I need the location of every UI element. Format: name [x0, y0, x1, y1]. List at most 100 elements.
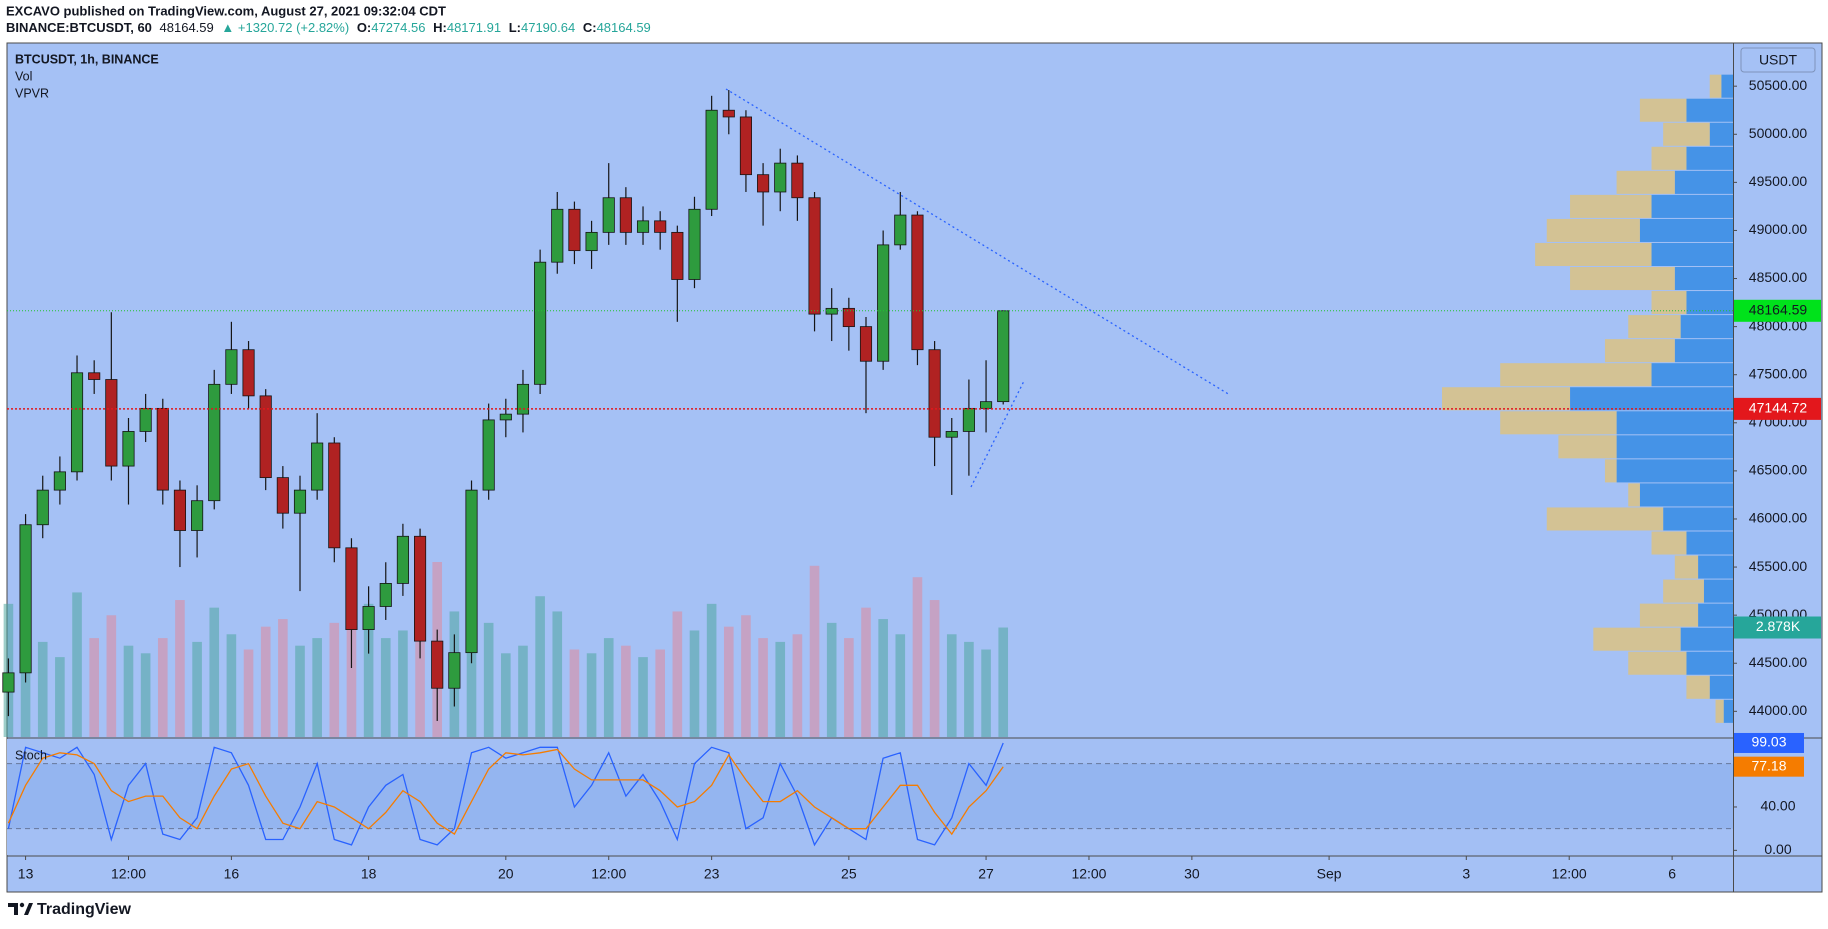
author-line: EXCAVO published on TradingView.com, Aug…: [6, 3, 446, 18]
volume-bar: [106, 615, 117, 737]
y-tick-label: 49500.00: [1749, 173, 1808, 189]
x-tick-label: 6: [1668, 866, 1676, 882]
candle-body: [774, 162, 787, 193]
stoch-tick-label: 40.00: [1760, 798, 1795, 814]
y-tick-label: 50500.00: [1749, 77, 1808, 93]
volume-bar: [603, 638, 614, 737]
vpvr-up: [1686, 98, 1733, 122]
vpvr-down: [1616, 170, 1675, 194]
x-tick-label: 18: [361, 866, 377, 882]
vpvr-down: [1500, 363, 1652, 387]
vpvr-up: [1721, 74, 1733, 98]
candle-body: [551, 208, 564, 263]
y-tick-label: 46000.00: [1749, 510, 1808, 526]
volume-bar: [586, 653, 597, 737]
volume-bar: [621, 645, 631, 737]
vpvr-up: [1686, 651, 1733, 675]
candle-body: [842, 307, 855, 328]
x-tick-label: 12:00: [1071, 866, 1106, 882]
volume-label: 2.878K: [1756, 618, 1801, 634]
vpvr-down: [1663, 122, 1710, 146]
x-tick-label: 23: [704, 866, 720, 882]
stoch-value-box: [1734, 756, 1804, 777]
candle-body: [53, 471, 66, 491]
candle-body: [328, 442, 341, 549]
vpvr-up: [1639, 218, 1733, 242]
vpvr-down: [1442, 387, 1571, 411]
volume-bar: [72, 592, 82, 737]
vpvr-up: [1723, 699, 1733, 723]
y-tick-label: 44500.00: [1749, 654, 1808, 670]
volume-bar: [775, 641, 786, 737]
currency-box[interactable]: [1740, 47, 1816, 73]
stoch-tick-label: 0.00: [1764, 841, 1791, 857]
x-tick-label: 30: [1184, 866, 1200, 882]
volume-bar: [243, 649, 254, 737]
vpvr-up: [1674, 267, 1733, 291]
vpvr-up: [1651, 363, 1733, 387]
vpvr-up: [1616, 411, 1733, 435]
volume-bar: [329, 622, 340, 737]
candle-body: [139, 407, 152, 432]
candle-body: [705, 109, 718, 210]
vpvr-up: [1698, 555, 1733, 579]
vpvr-up: [1651, 194, 1733, 218]
volume-bar: [912, 577, 923, 737]
ohlc-h: 48171.91: [447, 20, 501, 35]
candle-body: [516, 383, 530, 415]
vpvr-down: [1663, 579, 1704, 603]
stoch-value-label: 77.18: [1751, 757, 1786, 773]
pane-legend: Vol: [15, 69, 32, 83]
volume-bar: [689, 630, 700, 737]
vpvr-up: [1680, 627, 1733, 651]
ohlc-l: 47190.64: [521, 20, 575, 35]
volume-bar: [946, 634, 957, 737]
y-tick-label: 45500.00: [1749, 558, 1808, 574]
candle-body: [225, 349, 238, 385]
y-tick-label: 44000.00: [1749, 702, 1808, 718]
x-tick-label: Sep: [1317, 866, 1342, 882]
logo-text: TradingView: [37, 901, 132, 918]
candle-body: [791, 162, 804, 199]
stoch-value-label: 99.03: [1751, 734, 1786, 750]
candle-body: [602, 197, 615, 233]
logo-icon: [8, 903, 18, 915]
candle-body: [962, 407, 975, 432]
vpvr-down: [1604, 459, 1617, 483]
volume-bar: [552, 611, 563, 737]
poc-label: 47144.72: [1749, 400, 1808, 416]
candle-body: [499, 413, 512, 421]
vpvr-down: [1651, 531, 1687, 555]
vpvr-up: [1616, 435, 1733, 459]
candle-body: [619, 197, 632, 233]
volume-bar: [398, 630, 408, 737]
x-tick-label: 12:00: [111, 866, 146, 882]
vpvr-up: [1651, 242, 1733, 267]
vpvr-up: [1639, 483, 1733, 507]
volume-bar: [981, 649, 991, 737]
volume-bar: [278, 619, 288, 737]
y-tick-label: 50000.00: [1749, 125, 1808, 141]
volume-bar: [89, 638, 99, 737]
candle-body: [808, 197, 821, 315]
candle-body: [431, 640, 444, 689]
vpvr-up: [1663, 507, 1733, 531]
candle-body: [2, 672, 15, 693]
vpvr-down: [1651, 146, 1687, 170]
price: 48164.59: [160, 20, 214, 35]
volume-bar: [929, 600, 940, 737]
vpvr-down: [1500, 411, 1617, 435]
candle-body: [911, 214, 924, 351]
candle-body: [636, 220, 650, 233]
volume-bar: [226, 634, 237, 737]
x-tick-label: 20: [498, 866, 514, 882]
candle-body: [945, 431, 958, 438]
candle-body: [19, 524, 32, 674]
volume-bar: [878, 619, 888, 737]
vpvr-down: [1715, 699, 1724, 723]
candle-body: [482, 419, 495, 491]
volume-bar: [55, 657, 65, 737]
main-layer: [2, 90, 1733, 847]
volume-bar: [192, 641, 202, 737]
